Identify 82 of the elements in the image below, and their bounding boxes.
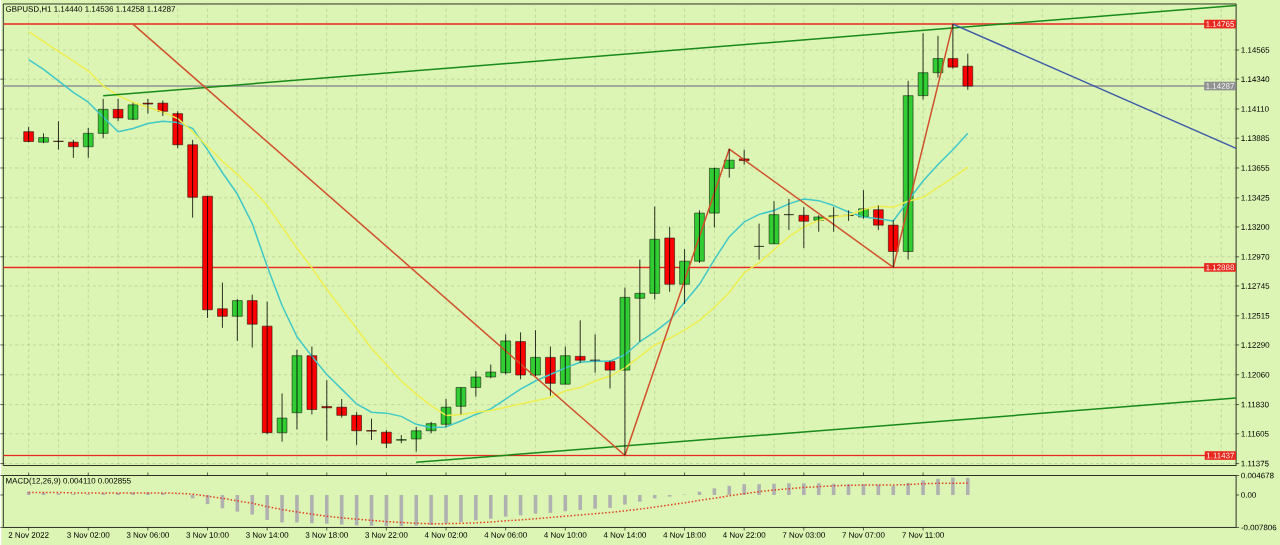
candlestick bbox=[321, 379, 332, 441]
bar bbox=[265, 494, 269, 520]
bar bbox=[578, 494, 582, 510]
candlestick bbox=[157, 99, 168, 117]
candlestick bbox=[396, 434, 407, 444]
candlestick bbox=[142, 98, 154, 114]
candlestick bbox=[202, 195, 213, 319]
candlestick bbox=[23, 126, 34, 143]
candlestick bbox=[127, 102, 139, 121]
candlestick bbox=[366, 418, 377, 441]
bar bbox=[727, 485, 732, 495]
candlestick bbox=[276, 392, 288, 442]
candlestick bbox=[768, 200, 780, 244]
candlestick bbox=[455, 386, 467, 415]
candlestick bbox=[411, 426, 422, 452]
candlestick bbox=[485, 363, 496, 379]
bar bbox=[652, 494, 657, 499]
bar bbox=[488, 494, 493, 519]
candlestick bbox=[38, 132, 49, 144]
candlestick bbox=[83, 127, 94, 159]
candlestick bbox=[515, 331, 526, 380]
bar bbox=[325, 494, 329, 524]
bar bbox=[816, 483, 821, 495]
candlestick bbox=[664, 226, 675, 292]
candlestick bbox=[783, 198, 795, 231]
line-series bbox=[132, 23, 954, 457]
bar bbox=[757, 483, 761, 495]
candlestick bbox=[545, 345, 556, 396]
bar bbox=[966, 477, 970, 495]
bar bbox=[951, 477, 955, 495]
bar bbox=[802, 483, 806, 495]
candlestick bbox=[98, 98, 109, 139]
candlestick bbox=[530, 329, 541, 377]
candlestick bbox=[947, 23, 959, 69]
candlestick bbox=[53, 120, 64, 150]
candlestick bbox=[470, 370, 482, 397]
candlestick bbox=[634, 259, 646, 342]
bar bbox=[593, 494, 597, 509]
candlestick bbox=[560, 345, 571, 385]
candlestick bbox=[575, 319, 586, 364]
candlestick bbox=[873, 204, 884, 231]
bar bbox=[459, 494, 463, 522]
candlestick bbox=[828, 206, 839, 232]
bar bbox=[742, 483, 746, 495]
candlestick bbox=[232, 298, 243, 342]
candlestick bbox=[291, 349, 303, 430]
candlestick bbox=[351, 411, 362, 446]
candlestick bbox=[336, 398, 347, 418]
bar bbox=[310, 494, 314, 524]
candlestick bbox=[902, 80, 914, 260]
bar bbox=[623, 494, 627, 505]
candlestick bbox=[247, 294, 258, 348]
bar bbox=[787, 483, 791, 495]
bar bbox=[891, 485, 896, 495]
bar bbox=[906, 482, 910, 495]
candlestick bbox=[589, 333, 601, 373]
candlestick bbox=[381, 429, 392, 449]
candlestick bbox=[962, 53, 973, 90]
candlestick bbox=[798, 206, 809, 249]
candlestick bbox=[112, 98, 124, 122]
bar bbox=[638, 494, 642, 502]
bar bbox=[608, 494, 612, 508]
bar bbox=[250, 494, 255, 515]
candlestick bbox=[888, 219, 899, 268]
candlestick bbox=[724, 148, 735, 178]
bar bbox=[280, 494, 284, 523]
candlestick bbox=[753, 222, 765, 260]
bar bbox=[474, 494, 478, 521]
bar bbox=[444, 494, 448, 524]
candlestick bbox=[500, 333, 511, 375]
bar bbox=[414, 494, 419, 526]
candlestick bbox=[187, 139, 198, 218]
candlestick bbox=[217, 281, 228, 329]
candlestick bbox=[604, 360, 616, 389]
bar bbox=[429, 494, 433, 525]
candlestick bbox=[649, 205, 660, 300]
bar bbox=[921, 480, 925, 495]
bar bbox=[936, 478, 940, 495]
candlestick bbox=[261, 301, 273, 435]
bar bbox=[772, 483, 776, 495]
bar bbox=[295, 494, 299, 523]
candlestick bbox=[68, 139, 79, 159]
